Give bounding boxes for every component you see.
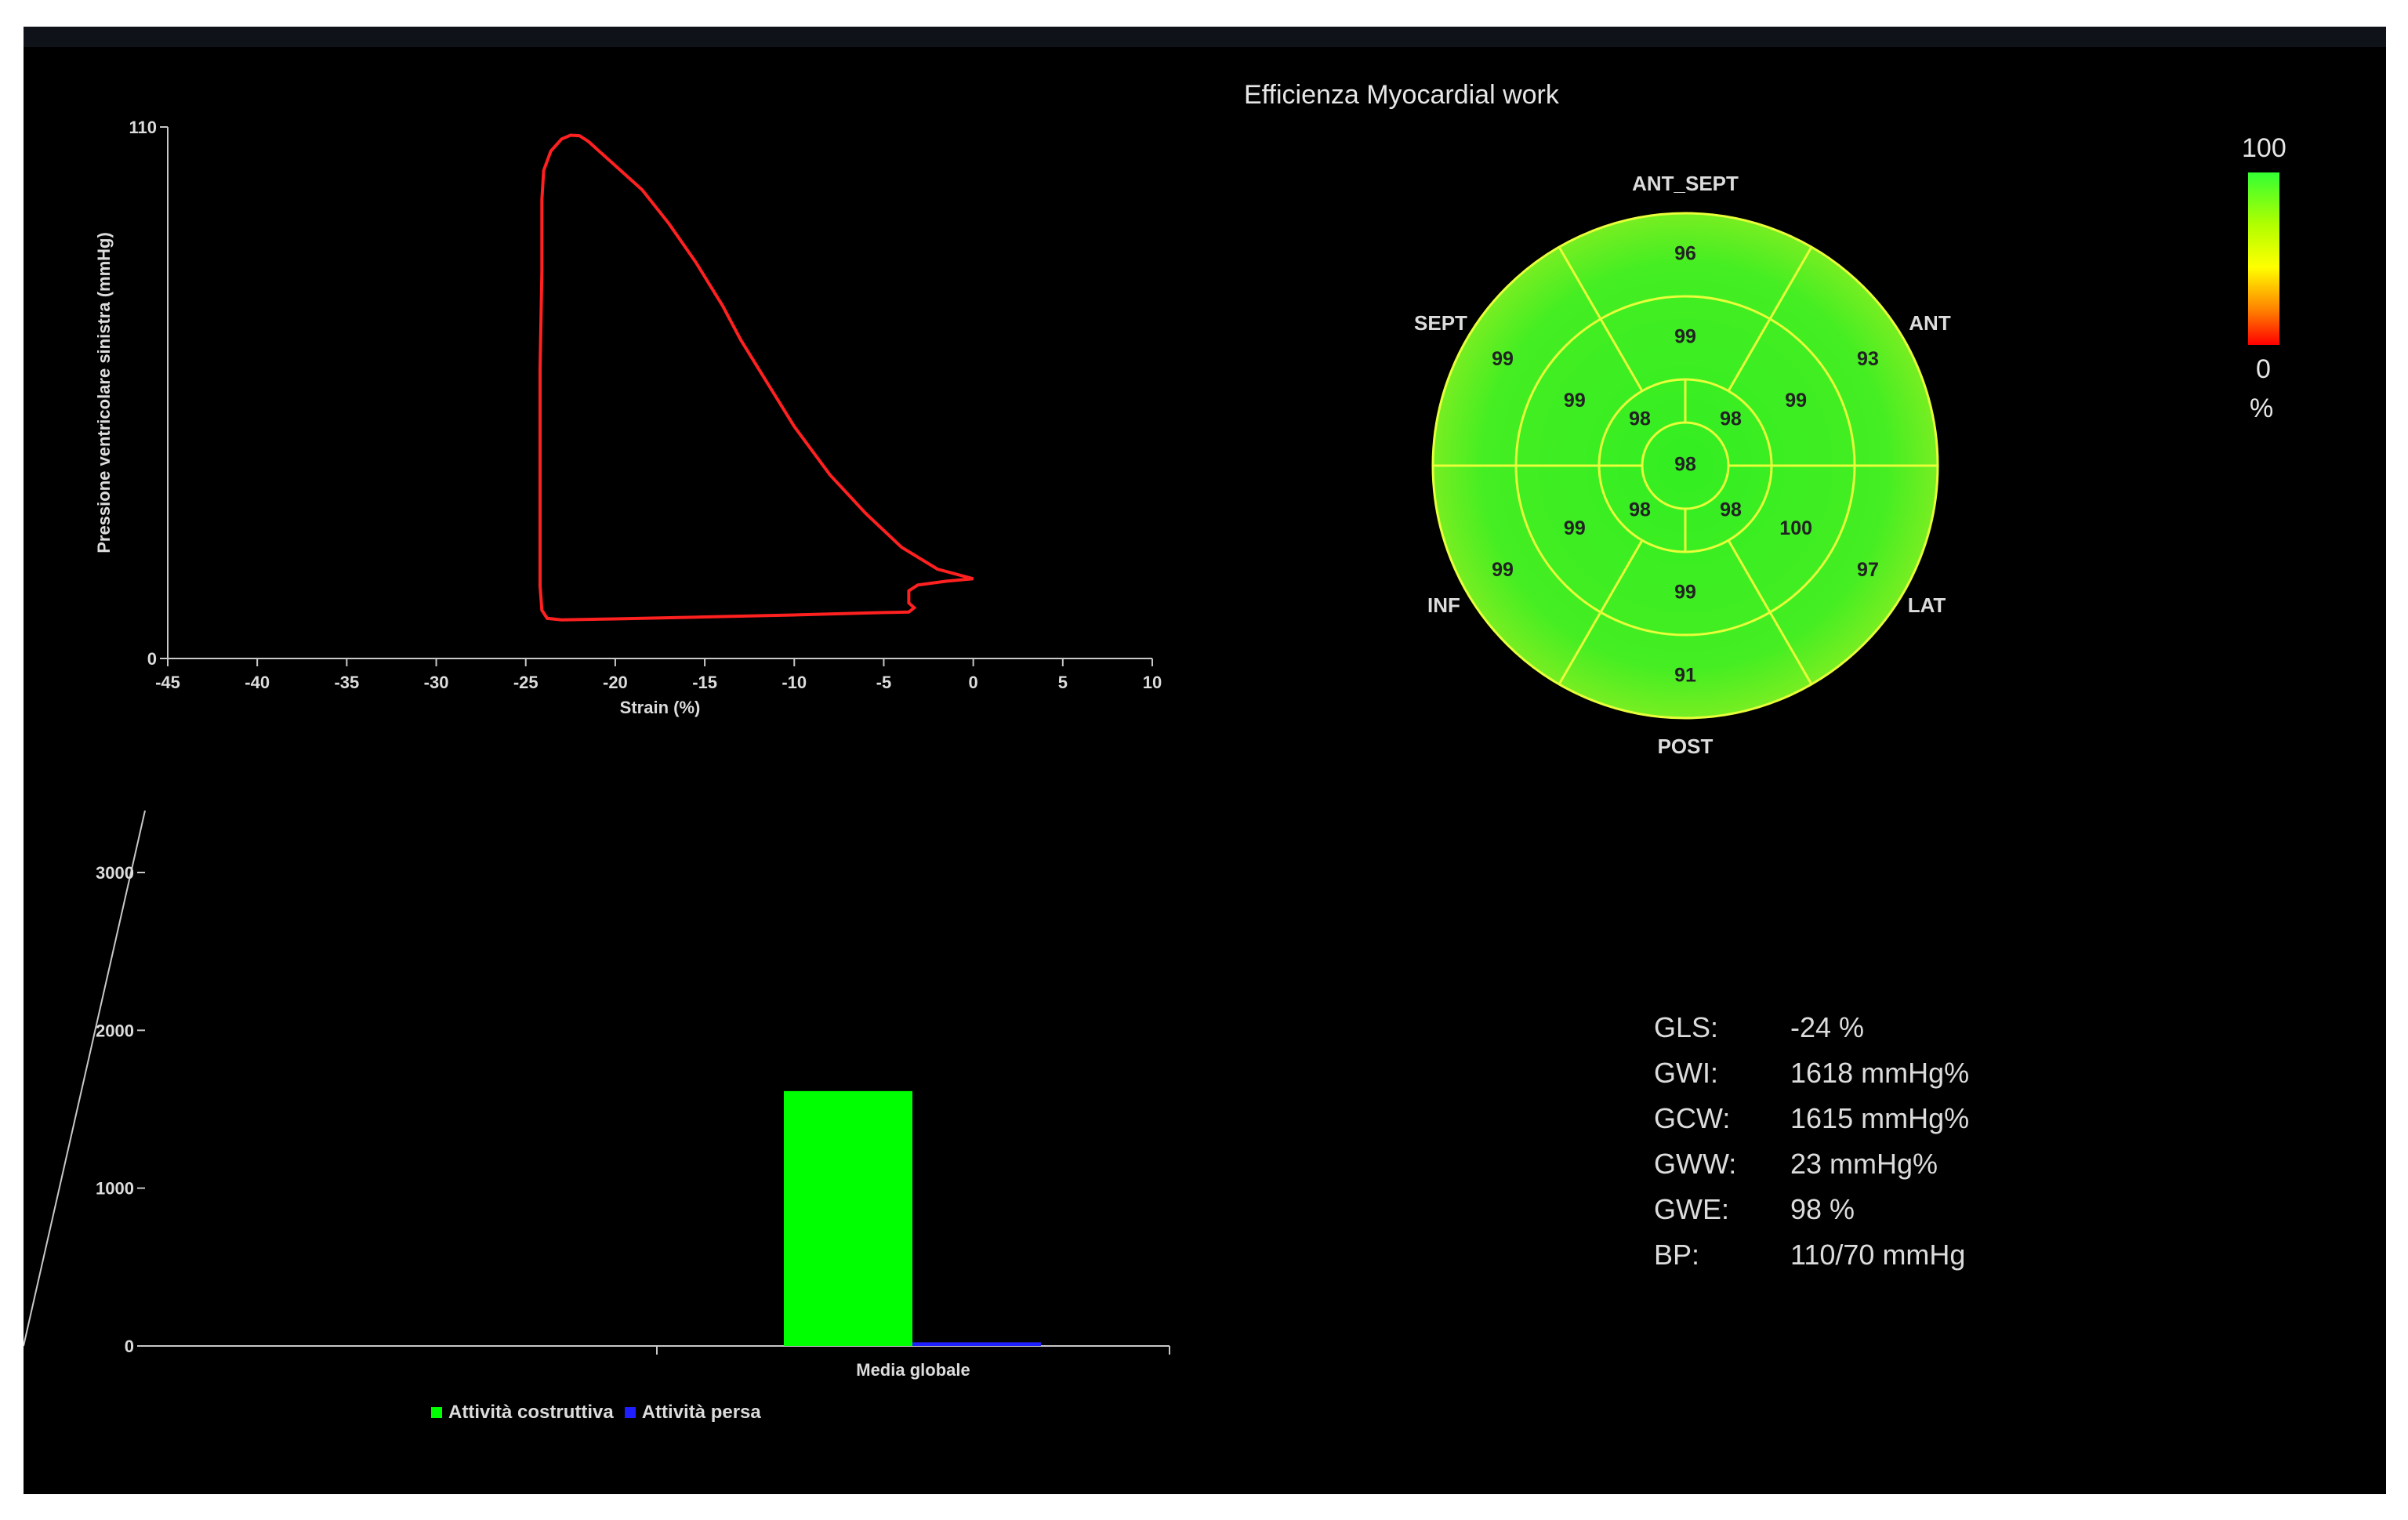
region-label: LAT xyxy=(1908,593,1946,617)
metric-value: 98 % xyxy=(1790,1193,1855,1225)
mid-segment-value: 99 xyxy=(1564,390,1586,412)
pressure-strain-loop-chart: -45 -40 -35 -30 -25 -20 -15 -10 -5 0 5 10 0 110 Stra… xyxy=(94,118,1162,717)
metric-key: GWI: xyxy=(1654,1057,1718,1089)
mid-segment-value: 99 xyxy=(1785,390,1807,412)
bullseye-divider xyxy=(1558,539,1644,685)
region-label: INF xyxy=(1427,593,1460,617)
x-tick-label: -20 xyxy=(603,673,628,692)
metric-key: BP: xyxy=(1654,1239,1700,1271)
metric-row: GCW: 1615 mmHg% xyxy=(1654,1096,1969,1141)
legend-swatch-wasted xyxy=(624,1407,636,1418)
x-tick-label: -30 xyxy=(424,673,449,692)
x-tick-label: -40 xyxy=(245,673,270,692)
x-tick-label: -35 xyxy=(334,673,359,692)
x-tick-label: -15 xyxy=(692,673,717,692)
metric-value: 23 mmHg% xyxy=(1790,1148,1938,1180)
basal-segment-value: 99 xyxy=(1492,348,1514,370)
apex-value: 98 xyxy=(1674,454,1696,476)
region-label: ANT_SEPT xyxy=(1632,172,1739,195)
x-tick-label: 0 xyxy=(969,673,978,692)
x-tick-label: -5 xyxy=(876,673,892,692)
metric-value: 1618 mmHg% xyxy=(1790,1057,1970,1089)
x-tick-label: 5 xyxy=(1058,673,1068,692)
basal-segment-value: 93 xyxy=(1857,348,1879,370)
legend-label-wasted: Attività persa xyxy=(641,1402,761,1423)
metric-key: GLS: xyxy=(1654,1011,1719,1043)
top-bar xyxy=(24,27,2386,47)
work-bar-chart: 0 1000 2000 3000 Media globale xyxy=(24,811,1170,1380)
x-axis-label: Strain (%) xyxy=(620,698,701,717)
region-label: ANT xyxy=(1909,311,1951,335)
colorbar-max: 100 xyxy=(2242,133,2287,163)
bar-y-tick-label: 3000 xyxy=(96,863,134,883)
metric-row: GLS: -24 % xyxy=(1654,1005,1969,1050)
x-tick-label: -10 xyxy=(782,673,807,692)
bar-y-tick-label: 2000 xyxy=(96,1021,134,1040)
metric-key: GCW: xyxy=(1654,1102,1731,1134)
metric-value: 1615 mmHg% xyxy=(1790,1102,1970,1134)
bullseye-title: Efficienza Myocardial work xyxy=(1244,80,1559,110)
pressure-strain-loop xyxy=(539,133,974,622)
apical-segment-value: 98 xyxy=(1720,499,1742,521)
x-tick-label: -45 xyxy=(155,673,180,692)
basal-segment-value: 99 xyxy=(1492,559,1514,581)
bullseye-divider xyxy=(1727,246,1813,392)
legend-swatch-constructive xyxy=(431,1407,442,1418)
metric-row: GWI: 1618 mmHg% xyxy=(1654,1050,1969,1096)
screen: -45 -40 -35 -30 -25 -20 -15 -10 -5 0 5 10 0 110 Stra… xyxy=(24,27,2386,1494)
bar-constructive-work xyxy=(784,1090,912,1346)
y-tick-label: 110 xyxy=(129,118,158,137)
basal-segment-value: 97 xyxy=(1857,559,1879,581)
bar-y-tick-label: 0 xyxy=(125,1337,134,1356)
bar-y-tick-label: 1000 xyxy=(96,1179,134,1199)
y-axis-label: Pressione ventricolare sinistra (mmHg) xyxy=(94,232,114,553)
metric-row: GWW: 23 mmHg% xyxy=(1654,1141,1969,1187)
mid-segment-value: 99 xyxy=(1564,517,1586,539)
colorbar-min: 0 xyxy=(2256,354,2271,384)
metric-value: 110/70 mmHg xyxy=(1790,1239,1966,1271)
bar-y-axis xyxy=(24,811,146,1347)
basal-segment-value: 96 xyxy=(1674,243,1696,265)
metrics-panel: GLS: -24 % GWI: 1618 mmHg% GCW: 1615 mmHg% GWW… xyxy=(1654,1005,1969,1278)
metric-key: GWW: xyxy=(1654,1148,1737,1180)
legend-label-constructive: Attività costruttiva xyxy=(448,1402,614,1423)
bullseye-divider xyxy=(1727,539,1813,685)
region-label: SEPT xyxy=(1414,311,1467,335)
bar-category-label: Media globale xyxy=(856,1360,970,1380)
mid-segment-value: 100 xyxy=(1779,517,1812,539)
y-tick-label: 0 xyxy=(147,649,157,669)
colorbar-unit: % xyxy=(2250,394,2274,423)
metric-key: GWE: xyxy=(1654,1193,1729,1225)
mid-segment-value: 99 xyxy=(1674,582,1696,604)
basal-segment-value: 91 xyxy=(1674,665,1696,687)
bar-wasted-work xyxy=(912,1342,1041,1346)
apical-segment-value: 98 xyxy=(1629,499,1651,521)
bullseye-fill xyxy=(1433,213,1938,718)
metric-value: -24 % xyxy=(1790,1011,1865,1043)
x-tick-label: 10 xyxy=(1143,673,1162,692)
bullseye-plot: 96 93 97 91 99 99 99 99 100 99 99 99 98 98 98 98 98 ANT_… xyxy=(1414,172,1951,758)
bullseye-divider xyxy=(1558,246,1644,392)
apical-segment-value: 98 xyxy=(1629,408,1651,430)
region-label: POST xyxy=(1658,735,1714,758)
mid-segment-value: 99 xyxy=(1674,326,1696,348)
metric-row: BP: 110/70 mmHg xyxy=(1654,1232,1969,1278)
x-tick-label: -25 xyxy=(513,673,539,692)
colorbar xyxy=(2248,172,2279,345)
apical-segment-value: 98 xyxy=(1720,408,1742,430)
metric-row: GWE: 98 % xyxy=(1654,1187,1969,1232)
bar-legend: Attività costruttiva Attività persa xyxy=(431,1402,761,1424)
